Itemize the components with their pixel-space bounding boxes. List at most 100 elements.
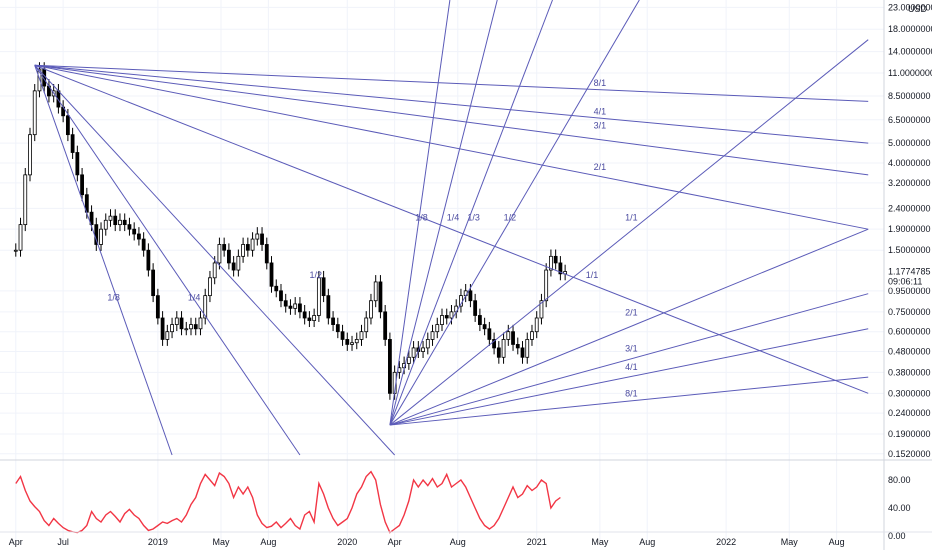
y-tick-label: 1.9000000 [888,224,931,234]
candle-body [75,152,80,176]
candle-body [444,315,449,319]
fan-ratio-label: 2/1 [625,307,638,317]
candle-body [388,339,392,394]
candle-body [208,277,212,297]
y-tick-label: 0.9500000 [888,286,931,296]
fan-ratio-label: 8/1 [594,78,607,88]
candle-body [468,290,473,302]
y-tick-label: 2.4000000 [888,203,931,213]
candle-body [32,90,37,136]
candle-body [549,255,553,271]
fan-line [389,0,640,426]
candle-body [298,303,302,313]
candle-body [430,331,435,340]
fan-ratio-label: 1/3 [467,212,480,222]
candle-body [326,295,331,319]
candle-body [103,219,108,230]
candle-body [23,174,28,226]
candle-body [13,249,18,252]
candle-body [520,347,525,358]
candle-body [350,342,354,345]
fan-ratio-label: 1/8 [107,293,120,303]
x-tick-label: 2019 [148,537,168,547]
candle-body [473,300,478,316]
candle-body [89,211,94,226]
fan-ratio-label: 1/8 [415,212,428,222]
x-tick-label: Aug [639,537,655,547]
candle-body [80,174,84,196]
fan-line [34,64,869,230]
candle-body [274,285,279,292]
fan-ratio-label: 8/1 [625,388,638,398]
candle-body [160,317,165,340]
candle-body [193,324,198,330]
candle-body [174,317,179,325]
candle-body [65,115,70,136]
candle-body [316,277,321,316]
candle-body [118,219,122,226]
candle-body [307,317,312,321]
oscillator-panel [15,470,561,534]
candle-body [222,244,227,251]
candle-body [359,331,364,340]
candle-body [151,269,156,297]
y-tick-label: 0.3800000 [888,367,931,377]
candle-body [421,347,425,352]
candle-body [212,262,217,279]
candle-body [383,311,388,340]
x-tick-label: Aug [450,537,466,547]
candle-body [345,339,350,345]
candle-body [487,328,492,340]
x-tick-label: 2022 [716,537,736,547]
candle-body [137,233,141,240]
fan-line [389,39,869,426]
candle-body [506,331,511,340]
x-tick-label: May [591,537,609,547]
candle-body [558,262,563,275]
y-tick-label: 8.5000000 [888,91,931,101]
candle-body [378,281,383,313]
candle-body [492,339,496,349]
candle-body [293,303,298,309]
candle-body [369,300,373,319]
price-series [13,62,568,400]
candle-body [226,249,231,264]
y-tick-label: 0.3000000 [888,388,931,398]
fan-ratio-label: 3/1 [594,120,607,130]
candle-body [141,238,146,251]
candle-body [335,324,340,333]
candle-body [250,238,255,251]
osc-y-tick-label: 0.00 [888,531,906,541]
x-tick-label: May [781,537,799,547]
candle-body [364,317,369,333]
currency-label: USD [908,4,928,14]
candle-body [99,228,103,245]
candle-body [501,339,506,358]
candle-body [146,249,151,271]
candle-body [373,281,378,302]
candle-body [217,244,222,264]
candle-body [179,317,184,330]
y-tick-label: 18.0000000 [888,24,932,34]
candle-body [321,277,326,297]
fan-ratio-label: 4/1 [594,106,607,116]
candle-body [425,339,430,349]
fan-ratio-label: 1/2 [504,212,517,222]
fan-ratio-label: 1/2 [309,270,322,280]
candle-body [108,215,113,221]
fan-ratio-label: 1/1 [625,212,638,222]
y-tick-label: 14.0000000 [888,47,932,57]
x-tick-label: 2021 [527,537,547,547]
candle-body [515,344,520,349]
candle-body [231,262,236,271]
x-tick-label: Apr [9,537,23,547]
fan-line [34,64,869,144]
x-tick-label: Jul [57,537,69,547]
fan-line [34,64,869,102]
fan-line [34,64,301,456]
candle-body [241,244,246,257]
